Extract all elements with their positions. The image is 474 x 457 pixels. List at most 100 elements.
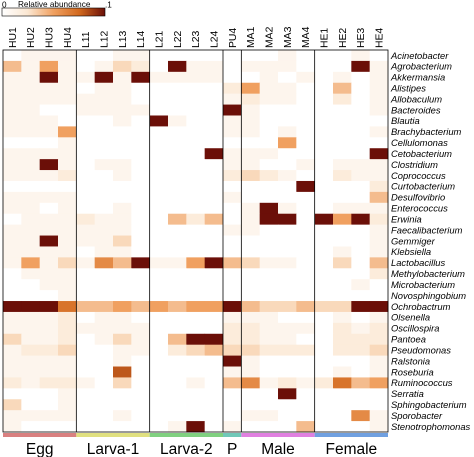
- heatmap-cell: [94, 257, 114, 269]
- heatmap-cell: [94, 268, 114, 280]
- heatmap-cell: [76, 279, 96, 291]
- heatmap-cell: [241, 93, 261, 105]
- heatmap-cell: [314, 202, 334, 215]
- heatmap-cell: [204, 148, 224, 160]
- heatmap-cell: [131, 213, 151, 226]
- heatmap-cell: [113, 377, 132, 389]
- genus-label: Stenotrophomonas: [391, 421, 471, 432]
- genus-label: Ochrobactrum: [391, 301, 451, 312]
- heatmap-cell: [333, 148, 352, 160]
- heatmap-cell: [21, 355, 41, 367]
- heatmap-cell: [186, 224, 206, 236]
- heatmap-cell: [223, 213, 242, 226]
- heatmap-cell: [278, 191, 297, 204]
- group-color-bars: [3, 433, 388, 437]
- heatmap-cell: [186, 180, 206, 193]
- heatmap-cell: [333, 421, 352, 433]
- heatmap-cell: [333, 399, 352, 411]
- heatmap-cell: [259, 213, 279, 226]
- heatmap-cell: [314, 399, 334, 411]
- heatmap-cell: [314, 311, 334, 324]
- color-scale-title: Relative abundance: [18, 0, 91, 9]
- heatmap-cell: [223, 202, 242, 215]
- heatmap-cell: [278, 268, 297, 280]
- heatmap-cell: [186, 333, 206, 346]
- heatmap-cell: [149, 71, 169, 84]
- heatmap-cell: [113, 355, 132, 367]
- heatmap-cell: [333, 311, 352, 324]
- heatmap-cell: [168, 115, 187, 127]
- heatmap-cell: [3, 213, 22, 226]
- heatmap-cell: [39, 115, 59, 127]
- heatmap-cell: [76, 180, 96, 193]
- heatmap-cell: [21, 104, 41, 116]
- heatmap-cell: [168, 377, 187, 389]
- heatmap-cell: [314, 104, 334, 116]
- heatmap-cell: [223, 344, 242, 356]
- sample-label: PU4: [228, 28, 239, 48]
- heatmap-cell: [149, 399, 169, 411]
- genus-label: Ruminococcus: [391, 377, 453, 388]
- heatmap-cell: [3, 279, 22, 291]
- heatmap-cell: [94, 202, 114, 215]
- heatmap-cell: [204, 213, 224, 226]
- heatmap-cell: [58, 290, 77, 302]
- heatmap-cell: [39, 399, 59, 411]
- heatmap-cell: [296, 93, 316, 105]
- genus-label: Gemmiger: [391, 235, 436, 246]
- heatmap-cell: [58, 355, 77, 367]
- heatmap-cell: [296, 246, 316, 258]
- heatmap-cell: [314, 191, 334, 204]
- heatmap-cell: [223, 377, 242, 389]
- heatmap-cell: [94, 344, 114, 356]
- heatmap-cell: [278, 366, 297, 378]
- heatmap-cell: [131, 170, 151, 182]
- genus-label: Agrobacterium: [390, 61, 452, 72]
- heatmap-cell: [58, 50, 77, 62]
- heatmap-cell: [314, 257, 334, 269]
- heatmap-cell: [39, 366, 59, 378]
- heatmap-cell: [168, 202, 187, 215]
- heatmap-cell: [149, 410, 169, 422]
- heatmap-cell: [168, 148, 187, 160]
- sample-label: HE2: [338, 28, 349, 48]
- sample-label: L22: [173, 30, 184, 48]
- heatmap-cell: [58, 60, 77, 73]
- genus-label: Microbacterium: [391, 279, 455, 290]
- heatmap-cell: [76, 301, 96, 313]
- heatmap-cell: [131, 377, 151, 389]
- heatmap-cell: [131, 344, 151, 356]
- heatmap-cell: [149, 366, 169, 378]
- heatmap-cell: [314, 355, 334, 367]
- heatmap-cell: [296, 421, 316, 433]
- heatmap-cell: [76, 333, 96, 346]
- heatmap-cell: [39, 322, 59, 335]
- heatmap-cell: [21, 148, 41, 160]
- heatmap-cell: [3, 377, 22, 389]
- heatmap-cell: [3, 50, 22, 62]
- heatmap-cell: [351, 290, 371, 302]
- heatmap-cell: [369, 322, 389, 335]
- heatmap-cell: [76, 388, 96, 400]
- heatmap-cell: [168, 71, 187, 84]
- heatmap-cell: [3, 224, 22, 236]
- heatmap-cell: [223, 279, 242, 291]
- heatmap-cell: [149, 311, 169, 324]
- heatmap-cell: [259, 366, 279, 378]
- heatmap-cell: [278, 50, 297, 62]
- heatmap-cell: [21, 377, 41, 389]
- heatmap-cell: [296, 202, 316, 215]
- heatmap-cell: [259, 104, 279, 116]
- heatmap-cell: [131, 246, 151, 258]
- group-separators: [75, 50, 316, 432]
- heatmap-cell: [259, 268, 279, 280]
- genus-label: Acinetobacter: [390, 50, 449, 61]
- heatmap-cell: [168, 322, 187, 335]
- sample-label: MA4: [301, 26, 312, 48]
- heatmap-cell: [204, 377, 224, 389]
- heatmap-cell: [333, 290, 352, 302]
- heatmap-cell: [278, 71, 297, 84]
- heatmap-cell: [149, 279, 169, 291]
- heatmap-cell: [39, 355, 59, 367]
- heatmap-cell: [21, 410, 41, 422]
